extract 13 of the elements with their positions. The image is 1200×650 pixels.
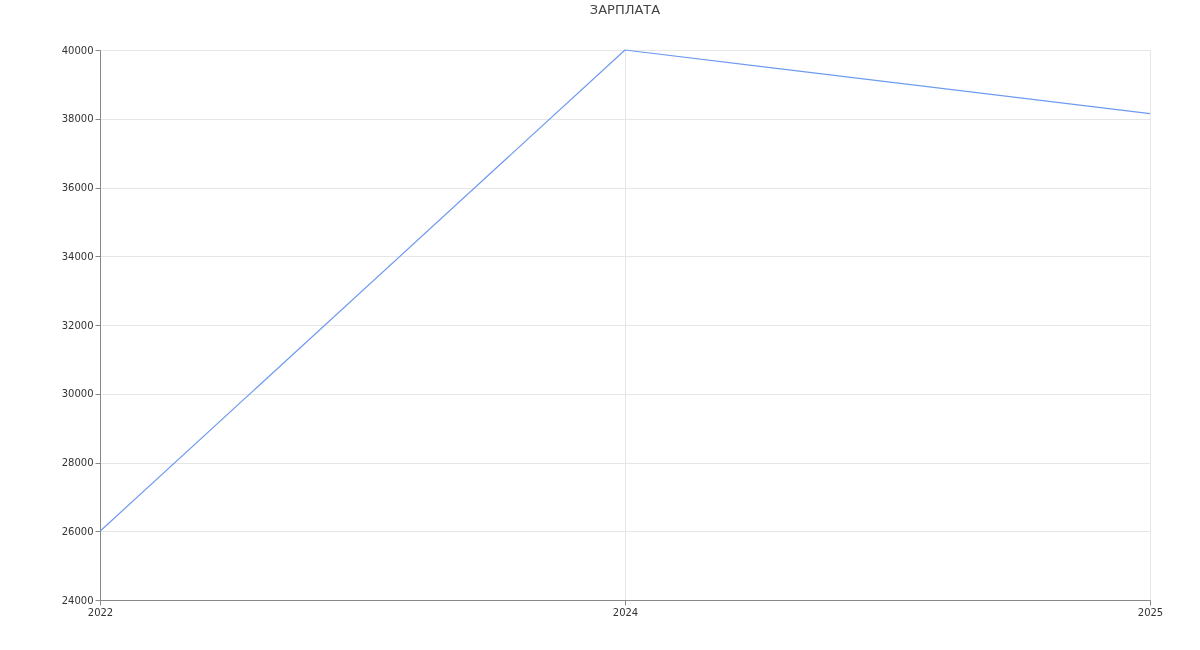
chart-title: ЗАРПЛАТА bbox=[589, 2, 661, 17]
y-tick-label: 28000 bbox=[61, 457, 94, 468]
x-tick-label: 2024 bbox=[612, 606, 639, 618]
y-tick-label: 38000 bbox=[61, 113, 94, 125]
y-tick-label: 36000 bbox=[61, 182, 94, 193]
y-tick-label: 24000 bbox=[61, 594, 94, 606]
y-tick-label: 30000 bbox=[61, 388, 94, 400]
x-tick-label: 2025 bbox=[1137, 606, 1164, 618]
y-tick-label: 34000 bbox=[61, 250, 94, 262]
y-tick-label: 40000 bbox=[61, 44, 94, 56]
y-tick-label: 32000 bbox=[61, 319, 94, 331]
x-tick-label: 2022 bbox=[87, 606, 114, 618]
y-tick-label: 26000 bbox=[61, 525, 94, 537]
